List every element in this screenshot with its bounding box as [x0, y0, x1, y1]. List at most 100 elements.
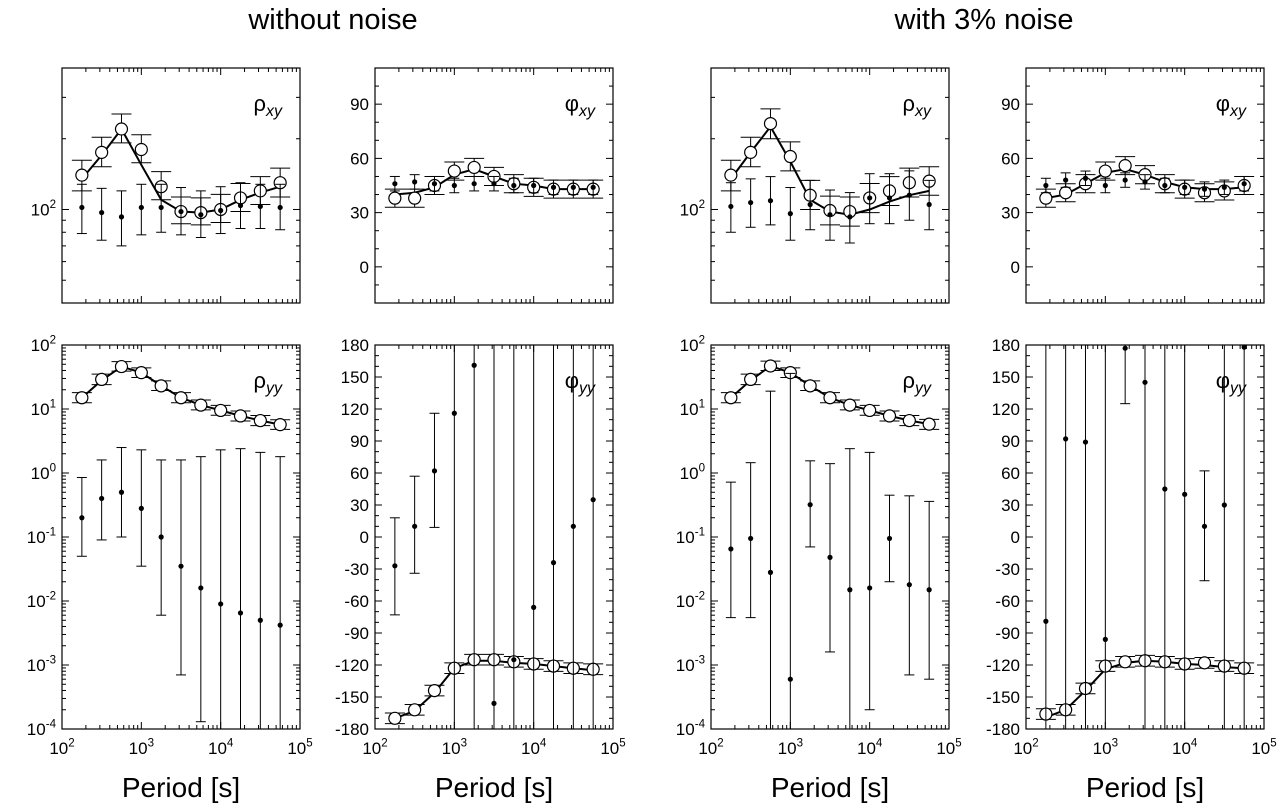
panel-label: φyy [1216, 368, 1247, 397]
data-point-dot [728, 203, 734, 210]
y-tick-label: 30 [1001, 496, 1020, 515]
y-tick-label: 0 [360, 258, 369, 277]
data-point-dot [531, 182, 537, 189]
y-tick-label: 102 [680, 334, 705, 355]
data-point-dot [1102, 636, 1108, 643]
data-point-dot [79, 204, 85, 211]
data-point-dot [218, 207, 224, 214]
data-point-open [724, 391, 738, 405]
x-tick-label: 104 [521, 737, 547, 758]
data-point-dot [1162, 182, 1168, 189]
x-tick-label: 102 [698, 737, 723, 758]
y-tick-label: -150 [335, 688, 369, 707]
data-point-dot [550, 184, 557, 190]
data-point-dot [867, 195, 873, 201]
y-tick-label: 100 [680, 462, 705, 483]
x-tick-label: 102 [362, 737, 387, 758]
x-axis-label: Period [s] [771, 772, 889, 803]
panel-label: ρxy [902, 91, 932, 120]
x-axis-label: Period [s] [122, 772, 240, 803]
x-tick-label: 103 [442, 737, 467, 758]
x-tick-label: 104 [208, 737, 234, 758]
data-point-dot [1201, 186, 1208, 192]
data-point-dot [392, 181, 398, 187]
data-point-dot [847, 587, 853, 593]
data-point-dot [277, 204, 283, 211]
data-point-dot [1142, 379, 1148, 385]
data-point-dot [570, 184, 576, 190]
data-point-dot [1201, 523, 1208, 529]
y-tick-label: 120 [992, 400, 1020, 419]
x-tick-label: 105 [287, 737, 312, 758]
y-tick-label: 101 [680, 398, 705, 419]
x-tick-label: 103 [1093, 737, 1118, 758]
data-point-dot [926, 587, 932, 593]
data-point-open [763, 359, 778, 373]
data-point-dot [1043, 618, 1049, 624]
data-point-dot [1241, 344, 1247, 350]
y-tick-label: -180 [335, 720, 369, 739]
x-tick-label: 103 [129, 737, 154, 758]
data-point-dot [807, 201, 813, 208]
y-tick-label: 102 [31, 334, 56, 355]
data-point-dot [1162, 486, 1168, 492]
data-point-dot [138, 204, 144, 211]
y-tick-label: -60 [344, 592, 369, 611]
x-axis-label: Period [s] [435, 772, 553, 803]
data-point-open [154, 379, 168, 393]
y-tick-label: -120 [335, 656, 369, 675]
data-point-dot [237, 202, 244, 209]
data-point-dot [431, 468, 438, 474]
data-point-dot [1142, 179, 1148, 185]
data-point-open [882, 409, 897, 423]
y-tick-label: 90 [350, 95, 369, 114]
data-point-dot [1122, 177, 1128, 183]
x-tick-label: 105 [600, 737, 625, 758]
plot-frame [710, 67, 950, 304]
data-point-dot [451, 182, 457, 189]
x-tick-label: 105 [1251, 737, 1276, 758]
data-point-dot [118, 489, 125, 495]
data-point-open [408, 703, 422, 717]
y-tick-label: 30 [350, 204, 369, 223]
data-point-dot [867, 585, 873, 591]
data-point-open [95, 372, 109, 387]
data-point-open [744, 145, 758, 159]
data-point-dot [1182, 184, 1188, 190]
panel-nonoise-phiyy: -180 -150 -120 -90 -60 -30 0 30 60 90 120 150 180 102… [335, 336, 626, 803]
data-point-open [922, 417, 936, 431]
y-tick-label: 30 [1001, 204, 1020, 223]
y-tick-label: 180 [992, 336, 1020, 355]
y-tick-label: 120 [341, 400, 369, 419]
data-point-dot [431, 181, 438, 187]
data-point-dot [511, 657, 517, 663]
data-point-open [253, 413, 267, 428]
y-tick-label: 10-2 [676, 590, 705, 611]
data-point-dot [198, 585, 204, 591]
panel-nonoise-rhoxy: 102 ρxy [31, 67, 301, 304]
data-point-dot [1082, 439, 1089, 445]
data-point-open [1098, 164, 1112, 178]
data-point-dot [1043, 182, 1049, 189]
data-point-open [114, 122, 129, 136]
data-point-open [783, 149, 797, 164]
y-tick-label: 0 [360, 528, 369, 547]
x-tick-label: 102 [1013, 737, 1038, 758]
y-tick-label: 0 [1011, 528, 1020, 547]
data-point-dot [178, 563, 184, 569]
data-point-dot [807, 502, 813, 508]
y-tick-label: -90 [995, 624, 1020, 643]
data-point-dot [491, 181, 497, 187]
data-point-dot [257, 617, 263, 623]
data-point-open [114, 359, 129, 374]
plot-frame [1025, 67, 1265, 304]
data-point-open [95, 145, 109, 159]
x-axis-label: Period [s] [1086, 772, 1204, 803]
data-point-open [174, 391, 188, 405]
data-point-dot [412, 179, 418, 185]
y-tick-label: 10-2 [27, 590, 56, 611]
y-tick-label: 30 [350, 496, 369, 515]
data-point-open [763, 116, 778, 131]
y-tick-label: 101 [31, 398, 56, 419]
